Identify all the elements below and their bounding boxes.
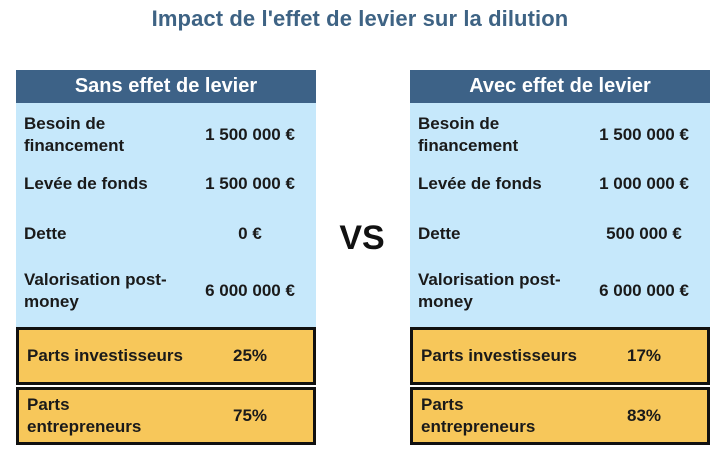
diagram-title: Impact de l'effet de levier sur la dilut… — [151, 6, 569, 31]
row-fundraising: Levée de fonds 1 500 000 € — [16, 165, 316, 203]
row-label: Valorisation post-money — [24, 270, 167, 311]
shares-label: Parts investisseurs — [27, 346, 183, 365]
row-post-money-valuation: Valorisation post-money 6 000 000 € — [16, 261, 316, 321]
shares-value: 75% — [232, 406, 268, 425]
row-value: 1 500 000 € — [205, 125, 295, 144]
row-value: 6 000 000 € — [205, 281, 295, 300]
row-funding-need: Besoin de financement 1 500 000 € — [16, 107, 316, 163]
row-label: Besoin de financement — [24, 114, 125, 155]
versus-label: VS — [339, 219, 385, 257]
row-value: 1 000 000 € — [599, 174, 689, 193]
row-label: Valorisation post-money — [418, 270, 561, 311]
shares-value: 25% — [232, 346, 268, 365]
panel-header: Sans effet de levier — [16, 70, 316, 103]
row-label: Levée de fonds — [418, 174, 542, 193]
row-debt: Dette 0 € — [16, 211, 316, 257]
panel-header: Avec effet de levier — [410, 70, 710, 103]
shares-label: Parts entrepreneurs — [27, 395, 142, 436]
panel-body: Besoin de financement 1 500 000 € Levée … — [16, 103, 316, 327]
shares-value: 83% — [626, 406, 662, 425]
row-value: 0 € — [238, 224, 262, 243]
row-debt: Dette 500 000 € — [410, 211, 710, 257]
row-fundraising: Levée de fonds 1 000 000 € — [410, 165, 710, 203]
shares-founders-left: Parts entrepreneurs 75% — [16, 387, 316, 445]
row-funding-need: Besoin de financement 1 500 000 € — [410, 107, 710, 163]
row-label: Besoin de financement — [418, 114, 519, 155]
row-value: 6 000 000 € — [599, 281, 689, 300]
shares-investors-right: Parts investisseurs 17% — [410, 327, 710, 385]
row-label: Dette — [418, 224, 461, 243]
shares-value: 17% — [626, 346, 662, 365]
row-value: 1 500 000 € — [599, 125, 689, 144]
row-post-money-valuation: Valorisation post-money 6 000 000 € — [410, 261, 710, 321]
shares-label: Parts investisseurs — [421, 346, 577, 365]
shares-investors-left: Parts investisseurs 25% — [16, 327, 316, 385]
shares-founders-right: Parts entrepreneurs 83% — [410, 387, 710, 445]
panel-without-leverage: Sans effet de levier Besoin de financeme… — [16, 70, 316, 327]
row-label: Dette — [24, 224, 67, 243]
row-value: 1 500 000 € — [205, 174, 295, 193]
row-value: 500 000 € — [606, 224, 682, 243]
panel-with-leverage: Avec effet de levier Besoin de financeme… — [410, 70, 710, 327]
panel-body: Besoin de financement 1 500 000 € Levée … — [410, 103, 710, 327]
shares-label: Parts entrepreneurs — [421, 395, 536, 436]
row-label: Levée de fonds — [24, 174, 148, 193]
